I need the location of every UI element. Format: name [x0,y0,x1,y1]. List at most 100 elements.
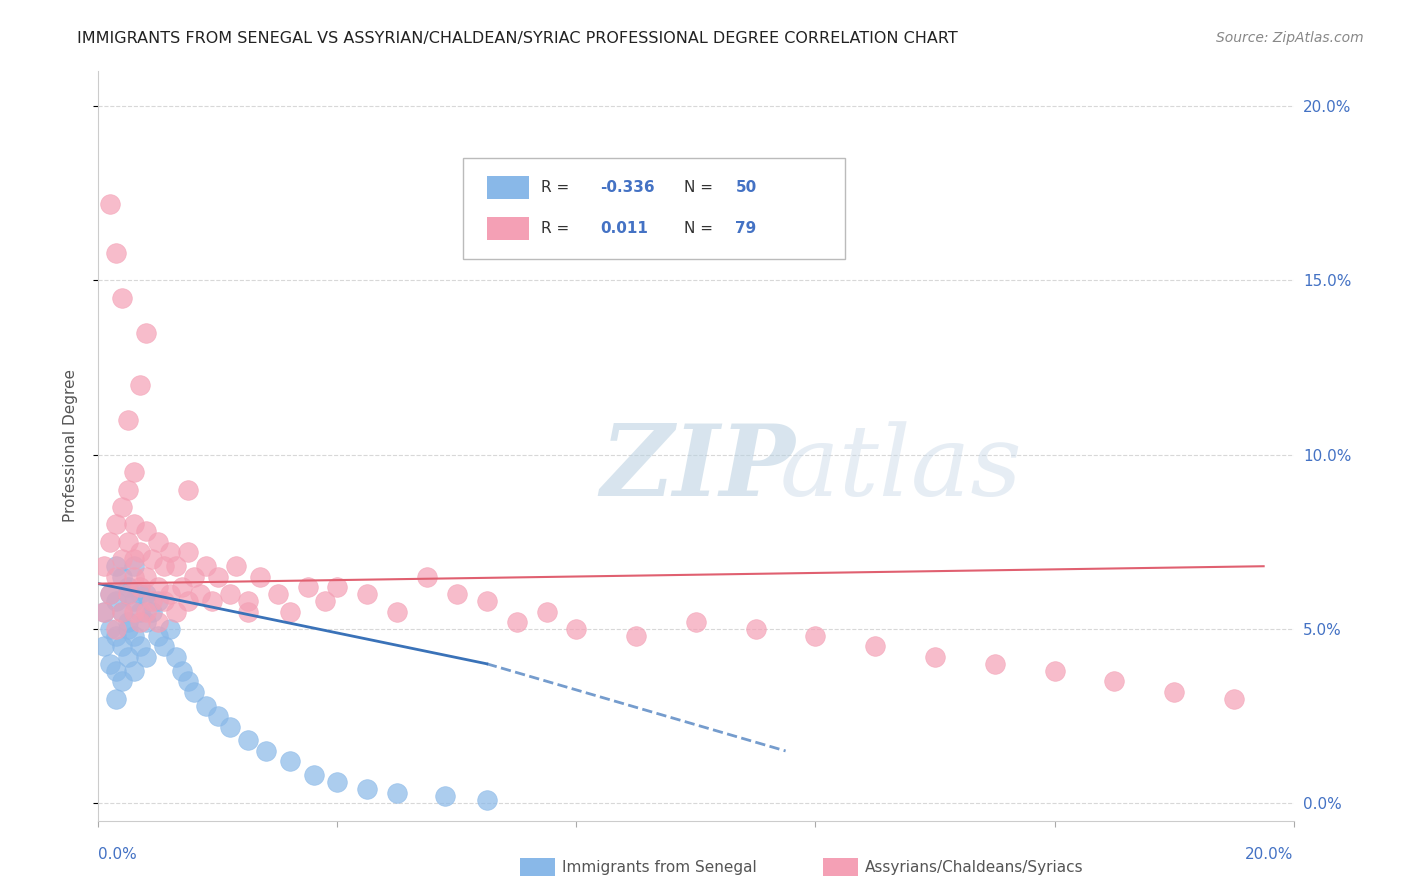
Point [475,594,498,608]
Text: ZIP: ZIP [600,420,796,516]
Point [1104,674,1126,689]
Point [278,755,301,769]
Point [93,640,115,654]
Point [865,640,887,654]
Point [111,291,134,305]
Point [117,649,139,664]
Point [135,605,157,619]
Point [177,674,200,689]
FancyBboxPatch shape [463,158,845,259]
Point [172,580,194,594]
Point [129,615,152,629]
Point [105,691,128,706]
Point [195,698,218,713]
Point [135,326,157,340]
Point [141,605,163,619]
Point [98,587,122,601]
Point [201,594,224,608]
Point [416,570,439,584]
Point [124,552,146,566]
Point [183,570,205,584]
Point [117,483,139,497]
Point [153,559,176,574]
Point [129,605,152,619]
Point [565,622,588,636]
Point [117,534,139,549]
Point [278,605,301,619]
Point [124,664,146,678]
Point [177,594,200,608]
Point [475,793,498,807]
Point [326,580,349,594]
Point [385,605,409,619]
Point [124,517,146,532]
Text: -0.336: -0.336 [600,180,655,195]
Point [685,615,707,629]
Point [129,545,152,559]
Point [111,500,134,514]
Point [105,559,128,574]
Point [172,664,194,678]
Text: Assyrians/Chaldeans/Syriacs: Assyrians/Chaldeans/Syriacs [865,860,1083,874]
Point [135,649,157,664]
Point [129,378,152,392]
Point [159,587,181,601]
Point [506,615,529,629]
Text: 20.0%: 20.0% [1246,847,1294,862]
Point [117,615,139,629]
Point [111,605,134,619]
Point [188,587,211,601]
Point [267,587,290,601]
Point [159,622,181,636]
Point [984,657,1007,671]
Point [385,786,409,800]
Point [356,782,378,797]
Point [148,629,170,643]
Point [249,570,271,584]
Point [219,720,242,734]
Text: N =: N = [685,180,713,195]
Text: 79: 79 [735,221,756,236]
Text: R =: R = [541,180,569,195]
Point [326,775,349,789]
Point [111,674,134,689]
Point [124,570,146,584]
Point [626,629,648,643]
Point [225,559,247,574]
Point [434,789,457,804]
Point [165,559,187,574]
Point [135,615,157,629]
Point [135,570,157,584]
Point [745,622,768,636]
Point [536,605,558,619]
Point [236,594,259,608]
Point [356,587,378,601]
Point [183,684,205,698]
Point [207,709,229,723]
Point [446,587,468,601]
Point [135,524,157,539]
Point [111,605,134,619]
Text: IMMIGRANTS FROM SENEGAL VS ASSYRIAN/CHALDEAN/SYRIAC PROFESSIONAL DEGREE CORRELAT: IMMIGRANTS FROM SENEGAL VS ASSYRIAN/CHAL… [77,31,957,46]
Text: Immigrants from Senegal: Immigrants from Senegal [562,860,758,874]
Point [165,649,187,664]
Point [129,580,152,594]
Point [105,517,128,532]
Point [98,534,122,549]
Bar [486,177,529,199]
Point [804,629,827,643]
Point [105,622,128,636]
Point [195,559,218,574]
Point [111,640,134,654]
Point [117,587,139,601]
Text: atlas: atlas [779,421,1022,516]
Point [117,587,139,601]
Point [111,552,134,566]
Point [924,649,946,664]
Point [165,605,187,619]
Point [1043,664,1066,678]
Point [159,545,181,559]
Point [93,605,115,619]
Point [177,483,200,497]
Point [219,587,242,601]
